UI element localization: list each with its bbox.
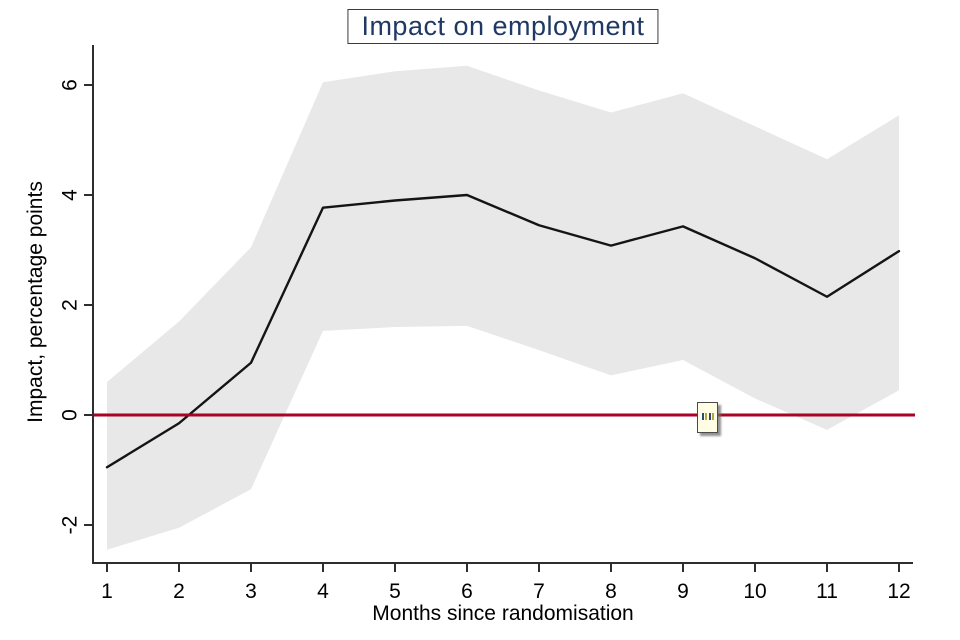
x-tick-label: 9 (677, 580, 689, 603)
y-tick-label: -2 (59, 516, 82, 535)
x-tick-label: 11 (816, 580, 838, 603)
x-tick-label: 12 (887, 580, 910, 603)
x-tick-label: 8 (605, 580, 617, 603)
y-tick-label: 4 (59, 189, 82, 201)
x-tick-label: 10 (743, 580, 766, 603)
y-tick-label: 2 (59, 299, 82, 311)
x-tick-label: 1 (101, 580, 113, 603)
x-tick-label: 4 (317, 580, 329, 603)
y-axis-title: Impact, percentage points (24, 181, 47, 423)
note-icon-bar (708, 413, 711, 420)
x-tick-label: 6 (461, 580, 473, 603)
chart-title: Impact on employment (347, 9, 659, 44)
estimate-line (105, 193, 901, 469)
x-tick-label: 5 (389, 580, 401, 603)
y-tick-label: 0 (59, 409, 82, 421)
note-icon-bar (704, 413, 707, 420)
y-tick-label: 6 (59, 79, 82, 91)
x-tick-label: 3 (245, 580, 257, 603)
note-icon-bar (711, 413, 714, 420)
note-icon-bars (701, 413, 714, 420)
x-tick-label: 2 (173, 580, 185, 603)
note-icon-bar (701, 413, 704, 420)
x-tick-label: 7 (533, 580, 545, 603)
note-annotation-icon[interactable] (697, 402, 718, 433)
confidence-band (107, 65, 899, 550)
x-axis-title: Months since randomisation (372, 602, 634, 625)
